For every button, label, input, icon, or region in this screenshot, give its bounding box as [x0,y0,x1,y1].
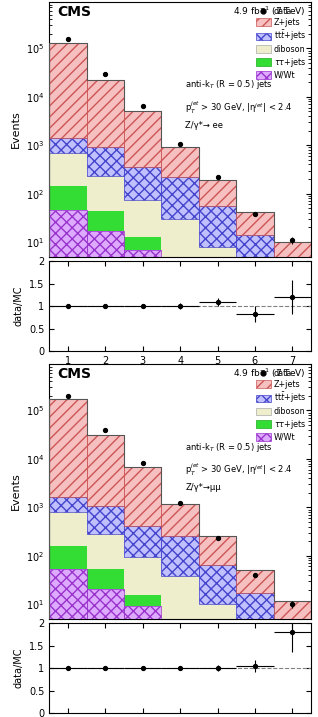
X-axis label: Jet multiplicity: Jet multiplicity [140,371,220,381]
Legend: data, Z+jets, tt$\bar{t}$+jets, diboson, $\tau\tau$+jets, W/Wt: data, Z+jets, tt$\bar{t}$+jets, diboson,… [255,6,307,80]
Y-axis label: Events: Events [10,110,20,148]
Text: CMS: CMS [57,367,91,381]
Y-axis label: data/MC: data/MC [13,648,24,688]
Text: anti-k$_{T}$ (R = 0.5) jets
p$_{T}^{jet}$ > 30 GeV, |η$^{jet}$| < 2.4
Z/γ*→ ee: anti-k$_{T}$ (R = 0.5) jets p$_{T}^{jet}… [185,78,293,130]
Text: CMS: CMS [57,5,91,19]
Legend: data, Z+jets, tt$\bar{t}$+jets, diboson, $\tau\tau$+jets, W/Wt: data, Z+jets, tt$\bar{t}$+jets, diboson,… [255,369,307,442]
Text: 4.9 fb$^{-1}$ (7 TeV): 4.9 fb$^{-1}$ (7 TeV) [233,367,306,380]
Text: anti-k$_{T}$ (R = 0.5) jets
p$_{T}^{jet}$ > 30 GeV, |η$^{jet}$| < 2.4
Z/γ*→μμ: anti-k$_{T}$ (R = 0.5) jets p$_{T}^{jet}… [185,440,293,492]
Text: 4.9 fb$^{-1}$ (7 TeV): 4.9 fb$^{-1}$ (7 TeV) [233,5,306,18]
Y-axis label: data/MC: data/MC [13,286,24,326]
Y-axis label: Events: Events [10,473,20,511]
